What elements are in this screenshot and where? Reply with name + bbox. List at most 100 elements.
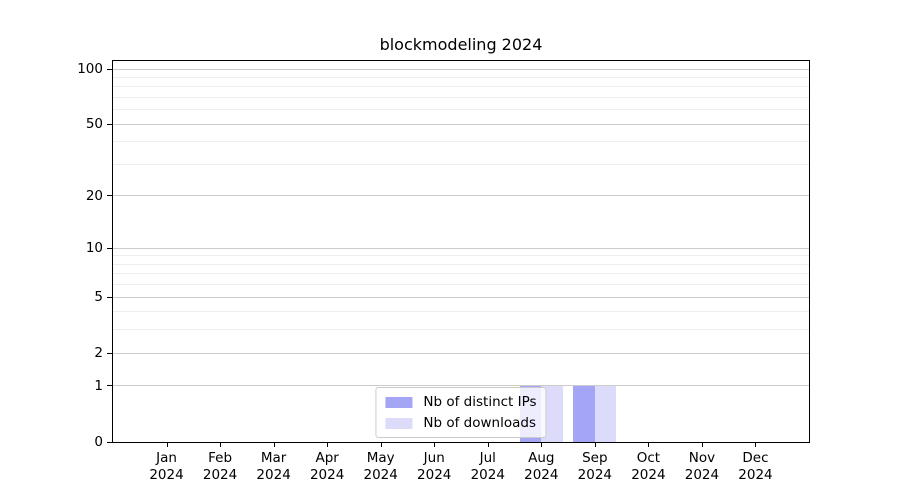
gridline-major (113, 195, 809, 197)
x-tick-label: Jun 2024 (399, 450, 469, 484)
x-tick-label: Mar 2024 (239, 450, 309, 484)
x-tick-label: Sep 2024 (560, 450, 630, 484)
x-tick-label: Apr 2024 (292, 450, 362, 484)
x-tick-label: Feb 2024 (185, 450, 255, 484)
x-tick-label-line: Mar (260, 450, 287, 466)
x-tick-mark (327, 443, 329, 447)
x-tick-label: May 2024 (346, 450, 416, 484)
gridline-minor (113, 311, 809, 313)
x-axis-tick-labels: Jan 2024 Feb 2024 Mar 2024 Apr 2024 May 2024 Jun 20… (113, 450, 809, 490)
x-tick-label-line: Nov (688, 450, 716, 466)
gridline-major (113, 247, 809, 249)
x-tick-label-line: 2024 (524, 467, 559, 483)
x-axis-tick-marks (113, 443, 809, 448)
gridline-major (113, 352, 809, 354)
gridline-major (113, 123, 809, 125)
gridline-minor (113, 76, 809, 78)
x-tick-label-line: 2024 (684, 467, 720, 483)
x-tick-label-line: Dec (742, 450, 769, 466)
x-tick-label-line: Jun (423, 450, 445, 466)
x-tick-mark (648, 443, 650, 447)
x-tick-label-line: 2024 (256, 467, 291, 483)
gridline-minor (113, 141, 809, 143)
x-tick-label-line: Sep (582, 450, 608, 466)
x-tick-label-line: 2024 (417, 467, 452, 483)
x-tick-label: Jul 2024 (453, 450, 523, 484)
y-tick-label: 5 (94, 289, 103, 306)
gridline-major (113, 68, 809, 70)
gridline-minor (113, 97, 809, 99)
y-tick-mark (107, 195, 112, 197)
gridline-major (113, 385, 809, 387)
legend-swatch-distinct-ips (385, 396, 413, 408)
x-tick-label-line: Apr (315, 450, 339, 466)
x-tick-label: Oct 2024 (613, 450, 683, 484)
y-tick-mark (107, 68, 112, 70)
y-tick-mark (107, 352, 112, 354)
x-tick-label-line: 2024 (577, 467, 613, 483)
y-tick-mark (107, 385, 112, 387)
gridline-minor (113, 255, 809, 257)
y-tick-label: 1 (94, 377, 103, 394)
gridline-minor (113, 284, 809, 286)
y-axis-tick-labels: 0 1 2 5 10 20 50 100 (0, 61, 104, 450)
x-tick-label: Aug 2024 (506, 450, 576, 484)
x-tick-label-line: Jan (156, 450, 177, 466)
legend-label: Nb of downloads (423, 415, 536, 431)
x-tick-mark (166, 443, 168, 447)
y-tick-label: 0 (94, 434, 103, 450)
y-tick-mark (107, 123, 112, 125)
x-tick-label-line: Oct (636, 450, 661, 466)
legend-item: Nb of distinct IPs (385, 394, 537, 410)
y-tick-label: 2 (94, 345, 103, 362)
y-tick-mark (107, 441, 112, 443)
y-tick-label: 100 (77, 61, 103, 78)
x-tick-label: Jan 2024 (132, 450, 202, 484)
gridline-major (113, 296, 809, 298)
legend-swatch-downloads (385, 417, 413, 429)
x-tick-label: Dec 2024 (720, 450, 790, 484)
x-tick-mark (755, 443, 757, 447)
x-tick-label-line: Feb (208, 450, 233, 466)
gridline-minor (113, 109, 809, 111)
legend-item: Nb of downloads (385, 415, 536, 431)
bar-downloads (541, 385, 563, 442)
y-tick-label: 20 (85, 187, 103, 204)
gridline-minor (113, 329, 809, 331)
legend-label: Nb of distinct IPs (423, 394, 537, 410)
plot-inner (113, 61, 809, 442)
x-tick-label-line: 2024 (149, 467, 184, 483)
x-tick-label-line: 2024 (202, 467, 238, 483)
x-tick-label-line: 2024 (470, 467, 505, 483)
x-tick-label: Nov 2024 (667, 450, 737, 484)
bar-distinct-ips (573, 385, 595, 442)
x-tick-label-line: 2024 (309, 467, 345, 483)
x-tick-label-line: 2024 (363, 467, 398, 483)
y-axis-tick-marks (107, 61, 112, 443)
x-tick-mark (434, 443, 436, 447)
x-tick-mark (273, 443, 275, 447)
x-tick-label-line: Aug (528, 450, 555, 466)
x-tick-mark (380, 443, 382, 447)
x-tick-label-line: 2024 (631, 467, 666, 483)
y-tick-label: 10 (85, 240, 103, 257)
chart-title: blockmodeling 2024 (379, 35, 543, 54)
x-tick-label-line: May (366, 450, 395, 466)
bar-downloads (594, 385, 617, 442)
x-tick-label-line: Jul (479, 450, 496, 466)
x-tick-mark (220, 443, 222, 447)
gridline-minor (113, 263, 809, 265)
y-tick-label: 50 (85, 116, 103, 133)
y-tick-mark (107, 296, 112, 298)
x-tick-mark (487, 443, 489, 447)
legend: Nb of distinct IPs Nb of downloads (375, 387, 547, 438)
x-tick-label-line: 2024 (738, 467, 773, 483)
x-tick-mark (701, 443, 703, 447)
gridline-minor (113, 86, 809, 88)
gridline-minor (113, 164, 809, 165)
x-tick-mark (541, 443, 543, 447)
y-tick-mark (107, 247, 112, 249)
gridline-minor (113, 273, 809, 275)
plot-area: Nb of distinct IPs Nb of downloads (112, 60, 810, 443)
